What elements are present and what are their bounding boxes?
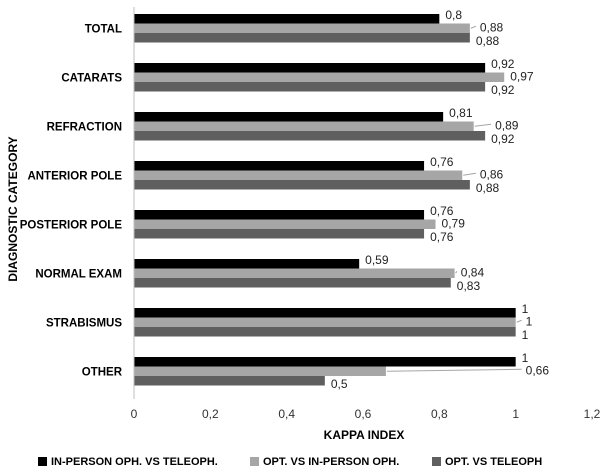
bar bbox=[134, 210, 425, 220]
bar bbox=[134, 161, 425, 171]
x-tick-label: 0,2 bbox=[202, 407, 219, 421]
data-label: 0,83 bbox=[457, 279, 481, 293]
bar bbox=[134, 229, 425, 239]
bar bbox=[134, 357, 516, 367]
data-label: 1 bbox=[522, 351, 529, 365]
data-label: 0,66 bbox=[526, 363, 550, 377]
data-label: 0,92 bbox=[491, 83, 515, 97]
data-label: 0,86 bbox=[480, 167, 504, 181]
category-label: REFRACTION bbox=[47, 122, 122, 134]
bar bbox=[134, 317, 516, 327]
bar bbox=[134, 72, 505, 82]
legend-label: IN-PERSON OPH. VS TELEOPH. bbox=[51, 456, 218, 468]
data-label: 1 bbox=[522, 302, 529, 316]
bar bbox=[134, 268, 455, 278]
label-leader-line bbox=[386, 368, 522, 372]
y-axis-title: DIAGNOSTIC CATEGORY bbox=[6, 136, 20, 281]
legend-swatch bbox=[250, 457, 259, 466]
legend-label: OPT. VS TELEOPH bbox=[445, 456, 542, 468]
data-label: 0,92 bbox=[491, 132, 515, 146]
label-leader-line bbox=[474, 123, 492, 127]
bar bbox=[134, 219, 436, 229]
bar bbox=[134, 180, 470, 190]
data-label: 0,89 bbox=[495, 118, 519, 132]
bar bbox=[134, 14, 440, 24]
legend-swatch bbox=[432, 457, 441, 466]
data-label: 0,81 bbox=[449, 106, 473, 120]
legend: IN-PERSON OPH. VS TELEOPH. OPT. VS IN-PER… bbox=[38, 456, 542, 468]
data-label: 1 bbox=[522, 328, 529, 342]
x-tick-label: 0,6 bbox=[355, 407, 372, 421]
bar bbox=[134, 327, 516, 337]
bar bbox=[134, 23, 470, 33]
bar bbox=[134, 259, 360, 269]
data-label: 1 bbox=[526, 314, 533, 328]
label-leader-line bbox=[516, 319, 522, 323]
data-label: 0,97 bbox=[510, 69, 534, 83]
bar bbox=[134, 63, 486, 73]
data-label: 0,88 bbox=[480, 20, 504, 34]
data-label: 0,84 bbox=[461, 265, 485, 279]
category-labels: TOTAL CATARATS REFRACTION ANTERIOR POLE POST… bbox=[20, 24, 123, 379]
data-label: 0,76 bbox=[430, 155, 454, 169]
x-tick-labels: 0 0,2 0,4 0,6 0,8 1 1,2 bbox=[131, 407, 601, 421]
data-labels: 0,80,920,810,760,760,59110,880,970,890,8… bbox=[331, 8, 550, 391]
bar bbox=[134, 82, 486, 92]
category-label: POSTERIOR POLE bbox=[20, 220, 123, 232]
x-tick-label: 0,4 bbox=[278, 407, 295, 421]
data-label: 0,76 bbox=[430, 204, 454, 218]
bar bbox=[134, 308, 516, 318]
data-label: 0,5 bbox=[331, 377, 348, 391]
data-label: 0,8 bbox=[445, 8, 462, 22]
data-label: 0,59 bbox=[365, 253, 389, 267]
x-tick-label: 1 bbox=[512, 407, 519, 421]
bar bbox=[134, 278, 451, 288]
data-label: 0,92 bbox=[491, 57, 515, 71]
x-tick-label: 1,2 bbox=[584, 407, 601, 421]
label-leader-lines bbox=[386, 25, 522, 372]
category-label: NORMAL EXAM bbox=[35, 269, 122, 281]
bar bbox=[134, 33, 470, 43]
bar bbox=[134, 121, 474, 131]
category-label: STRABISMUS bbox=[46, 318, 122, 330]
x-axis-title: KAPPA INDEX bbox=[324, 428, 405, 442]
bar bbox=[134, 170, 463, 180]
category-label: OTHER bbox=[82, 367, 123, 379]
bars bbox=[134, 14, 516, 386]
category-label: CATARATS bbox=[61, 73, 122, 85]
data-label: 0,88 bbox=[476, 34, 500, 48]
bar bbox=[134, 376, 325, 386]
x-tick-label: 0 bbox=[131, 407, 138, 421]
label-leader-line bbox=[470, 25, 477, 29]
bar bbox=[134, 366, 386, 376]
label-leader-line bbox=[455, 270, 458, 274]
category-label: ANTERIOR POLE bbox=[27, 171, 122, 183]
data-label: 0,76 bbox=[430, 230, 454, 244]
data-label: 0,79 bbox=[442, 216, 466, 230]
data-label: 0,88 bbox=[476, 181, 500, 195]
category-label: TOTAL bbox=[85, 24, 122, 36]
legend-label: OPT. VS IN-PERSON OPH. bbox=[263, 456, 399, 468]
label-leader-line bbox=[463, 172, 476, 176]
bar bbox=[134, 112, 444, 122]
legend-swatch bbox=[38, 457, 47, 466]
bar bbox=[134, 131, 486, 141]
x-tick-label: 0,8 bbox=[431, 407, 448, 421]
